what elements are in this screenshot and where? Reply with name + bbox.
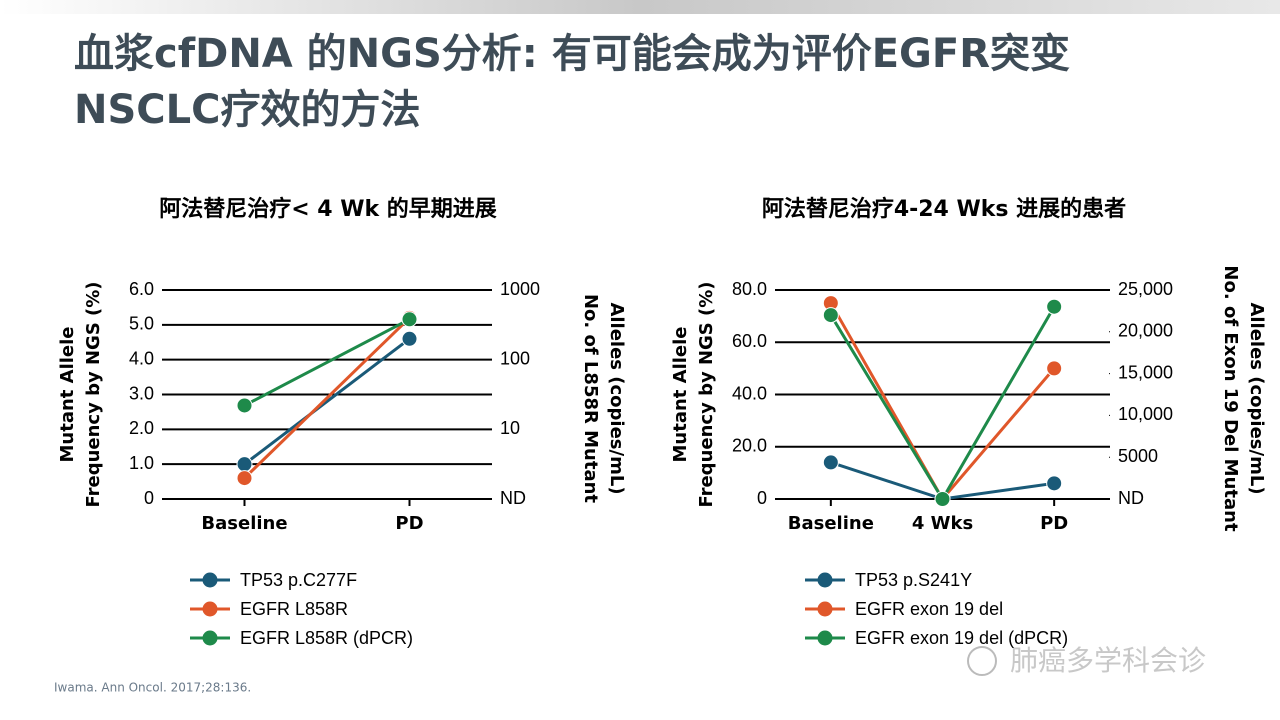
y2-tick-label: 25,000 — [1118, 279, 1173, 299]
y2-axis-label: No. of L858R Mutant — [580, 294, 601, 503]
citation: Iwama. Ann Oncol. 2017;28:136. — [54, 681, 251, 695]
point — [1046, 475, 1063, 492]
legend-label: EGFR L858R — [240, 599, 348, 619]
legend-marker — [202, 601, 218, 617]
slide-title: 血浆cfDNA 的NGS分析: 有可能会成为评价EGFR突变 — [74, 31, 1070, 77]
slide-title: NSCLC疗效的方法 — [74, 87, 420, 133]
y2-tick-label: 20,000 — [1118, 321, 1173, 341]
y-tick-label: 20.0 — [732, 436, 767, 456]
legend-label: EGFR exon 19 del (dPCR) — [855, 628, 1068, 648]
legend-marker — [202, 572, 218, 588]
x-tick-label: PD — [395, 513, 423, 534]
x-tick-label: Baseline — [201, 513, 287, 534]
point — [822, 454, 839, 471]
y-tick-label: 6.0 — [129, 279, 154, 299]
watermark-icon — [967, 646, 997, 676]
series-line — [829, 302, 1056, 502]
y2-axis-label: Alleles (copies/mL) — [1246, 302, 1267, 494]
y-tick-label: 40.0 — [732, 383, 767, 403]
watermark: 肺癌多学科会诊 — [1010, 644, 1206, 677]
legend-label: EGFR exon 19 del — [855, 599, 1003, 619]
point — [236, 397, 253, 414]
point — [934, 491, 951, 507]
chart-title: 阿法替尼治疗4-24 Wks 进展的患者 — [762, 196, 1126, 222]
y2-tick-label: 5000 — [1118, 446, 1158, 466]
y2-axis-label: Alleles (copies/mL) — [606, 302, 627, 494]
legend-label: EGFR L858R (dPCR) — [240, 628, 413, 648]
series-line — [829, 305, 1056, 502]
y-tick-label: 4.0 — [129, 348, 154, 368]
y-axis-label: Mutant Allele — [670, 326, 691, 462]
y2-tick-label: 100 — [500, 348, 530, 368]
x-tick-label: Baseline — [788, 513, 874, 534]
y2-axis-label: No. of Exon 19 Del Mutant — [1220, 265, 1241, 532]
y-axis-label: Mutant Allele — [57, 326, 78, 462]
point — [822, 307, 839, 324]
top-bar — [0, 0, 1280, 14]
y-axis-label: Frequency by NGS (%) — [83, 281, 104, 507]
point — [236, 456, 253, 473]
legend-marker — [817, 572, 833, 588]
y-tick-label: 2.0 — [129, 418, 154, 438]
point — [401, 330, 418, 347]
legend-label: TP53 p.S241Y — [855, 570, 972, 590]
y-tick-label: 0 — [144, 488, 154, 508]
y2-tick-label: 10,000 — [1118, 404, 1173, 424]
y2-tick-label: 10 — [500, 418, 520, 438]
chart-title: 阿法替尼治疗< 4 Wk 的早期进展 — [159, 196, 497, 222]
legend-label: TP53 p.C277F — [240, 570, 357, 590]
point — [1046, 298, 1063, 315]
y-tick-label: 60.0 — [732, 331, 767, 351]
series-line — [243, 337, 411, 466]
series-line — [243, 317, 411, 407]
y-tick-label: 1.0 — [129, 453, 154, 473]
y2-tick-label: 15,000 — [1118, 362, 1173, 382]
x-tick-label: PD — [1040, 513, 1068, 534]
point — [236, 470, 253, 487]
y2-tick-label: ND — [1118, 488, 1144, 508]
legend-marker — [817, 601, 833, 617]
y2-tick-label: 1000 — [500, 279, 540, 299]
y2-tick-label: ND — [500, 488, 526, 508]
legend-marker — [202, 630, 218, 646]
series-line — [243, 316, 411, 480]
y-tick-label: 5.0 — [129, 314, 154, 334]
x-tick-label: 4 Wks — [912, 513, 973, 534]
point — [1046, 360, 1063, 377]
y-axis-label: Frequency by NGS (%) — [696, 281, 717, 507]
y-tick-label: 0 — [757, 488, 767, 508]
y-tick-label: 80.0 — [732, 279, 767, 299]
y-tick-label: 3.0 — [129, 383, 154, 403]
legend-marker — [817, 630, 833, 646]
point — [401, 311, 418, 328]
